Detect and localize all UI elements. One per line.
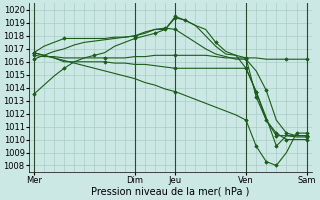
X-axis label: Pression niveau de la mer( hPa ): Pression niveau de la mer( hPa ) bbox=[91, 187, 249, 197]
